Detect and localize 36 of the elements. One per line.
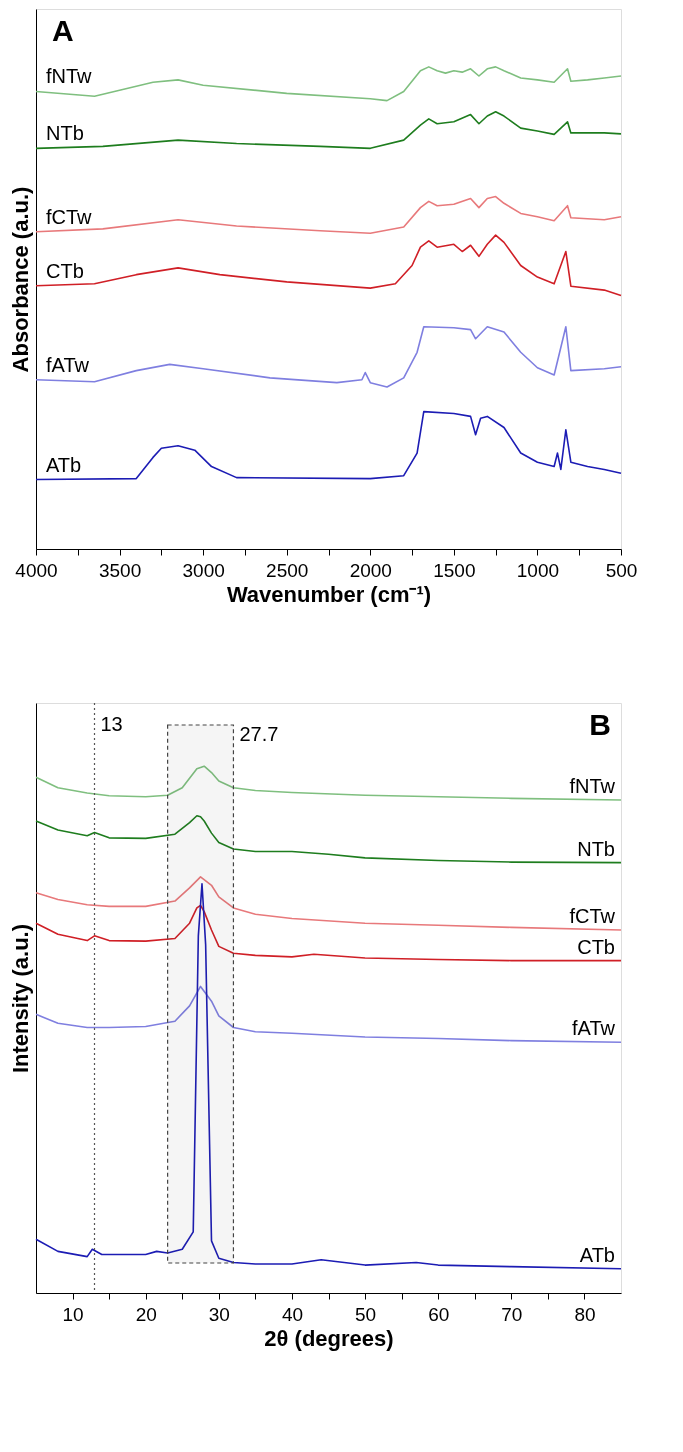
x-tick-label: 3500 [98,559,142,581]
x-tick-label: 4000 [15,559,58,581]
x-tick-label: 1500 [433,559,476,581]
x-tick-label: 40 [281,1303,304,1325]
series-label: CTb [577,935,615,958]
band-label: 27.7 [239,723,279,745]
x-tick-label: 500 [605,559,638,581]
y-axis-title: Intensity (a.u.) [7,923,33,1074]
x-tick-label: 2000 [349,559,392,581]
text: B [589,708,611,741]
x-tick-label: 10 [62,1303,84,1325]
series-label: NTb [577,837,615,860]
x-tick-label: 60 [428,1303,450,1325]
x-tick-label: 30 [208,1303,230,1325]
x-tick-label: 3000 [182,559,225,581]
x-tick-label: 70 [501,1303,523,1325]
series-label: ATb [46,453,82,476]
x-tick-label: 50 [354,1303,377,1325]
x-tick-label: 20 [135,1303,157,1325]
series-label: ATb [579,1243,615,1266]
series-label: NTb [46,122,84,145]
series-label: CTb [46,259,84,282]
x-axis-title: Wavenumber (cm⁻¹) [226,581,432,607]
ref-line-label: 13 [100,713,123,735]
series-label: fATw [46,353,90,376]
series-label: fNTw [569,774,616,797]
x-tick-label: 1000 [516,559,560,581]
x-tick-label: 80 [574,1303,596,1325]
text: A [52,14,74,47]
series-label: fCTw [569,905,616,928]
y-axis-title: Absorbance (a.u.) [7,186,33,373]
series-label: fNTw [46,65,93,88]
x-tick-label: 2500 [266,559,309,581]
series-label: fCTw [46,205,93,228]
series-label: fATw [572,1017,616,1040]
x-axis-title: 2θ (degrees) [264,1325,394,1351]
